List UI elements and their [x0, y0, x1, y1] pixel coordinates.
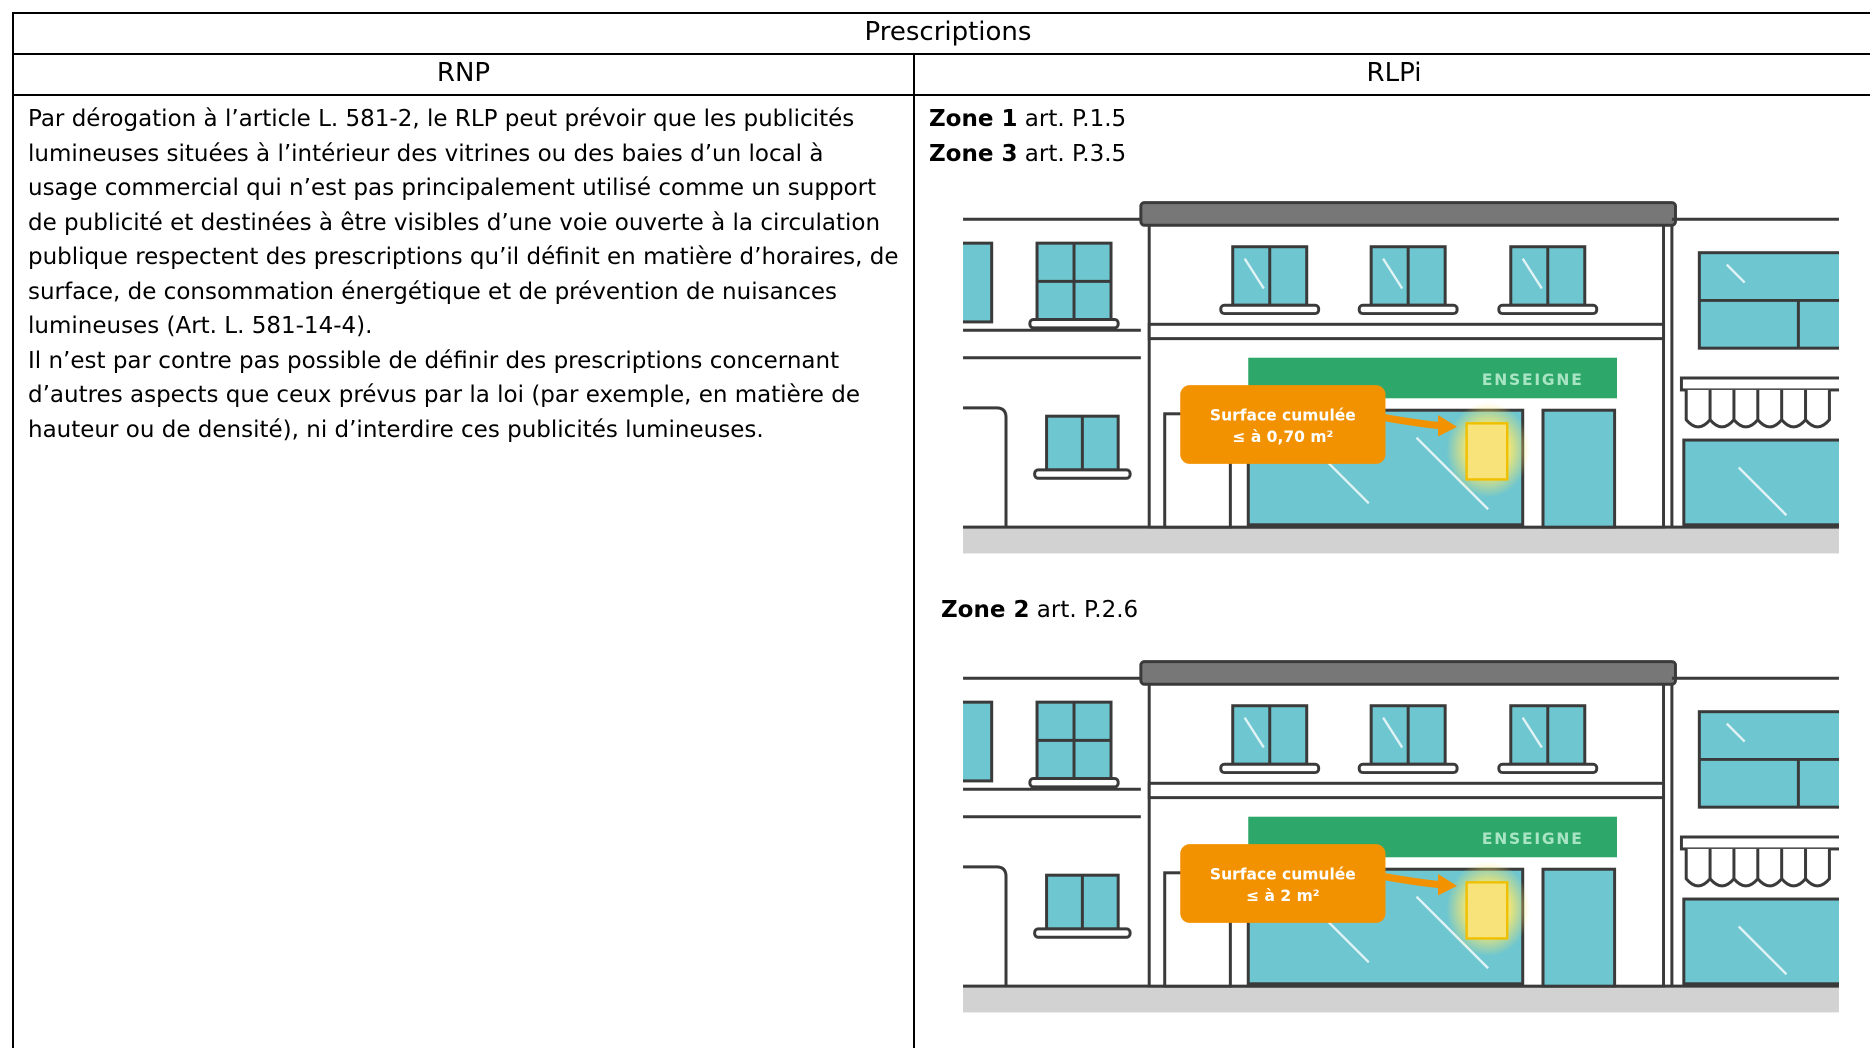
illustration: ENSEIGNE Surface cumulée ≤ à 0,70 m²	[963, 199, 1839, 557]
paragraph: Par dérogation à l’article L. 581-2, le …	[28, 106, 899, 339]
illustration: ENSEIGNE Surface cumulée ≤ à 2 m²	[963, 658, 1839, 1016]
callout-text: ≤ à 0,70 m²	[1232, 428, 1333, 446]
zone-list: Zone 2 art. P.2.6	[941, 593, 1138, 628]
callout-text: ≤ à 2 m²	[1246, 887, 1319, 905]
column-header: RNP	[12, 53, 913, 94]
table-title: Prescriptions	[12, 12, 1870, 53]
zone: Zone 3	[929, 140, 1018, 167]
zone-label: Zone 3 art. P.3.5	[929, 137, 1126, 172]
zone: Zone 1	[929, 106, 1018, 132]
zone-label: Zone 2 art. P.2.6	[941, 593, 1138, 628]
rnp-cell: Par dérogation à l’article L. 581-2, le …	[12, 94, 913, 1048]
rlpi-cell: Zone 1 art. P.1.5 Zone 3 art. P.3.5 Zone…	[913, 94, 1870, 1048]
column-header: RLPi	[913, 53, 1870, 94]
callout-text: Surface cumulée	[1210, 407, 1356, 425]
article: art. P.2.6	[1036, 597, 1139, 623]
article: art. P.1.5	[1024, 106, 1127, 132]
sign-text: ENSEIGNE	[1482, 830, 1584, 848]
sign-text: ENSEIGNE	[1482, 371, 1584, 389]
zone-label: Zone 1 art. P.1.5	[929, 102, 1126, 137]
article: art. P.3.5	[1024, 140, 1127, 167]
callout-text: Surface cumulée	[1210, 866, 1356, 884]
paragraph: Il n’est par contre pas possible de défi…	[28, 347, 860, 443]
zone: Zone 2	[941, 597, 1030, 623]
zone-list: Zone 1 art. P.1.5 Zone 3 art. P.3.5	[929, 102, 1126, 171]
